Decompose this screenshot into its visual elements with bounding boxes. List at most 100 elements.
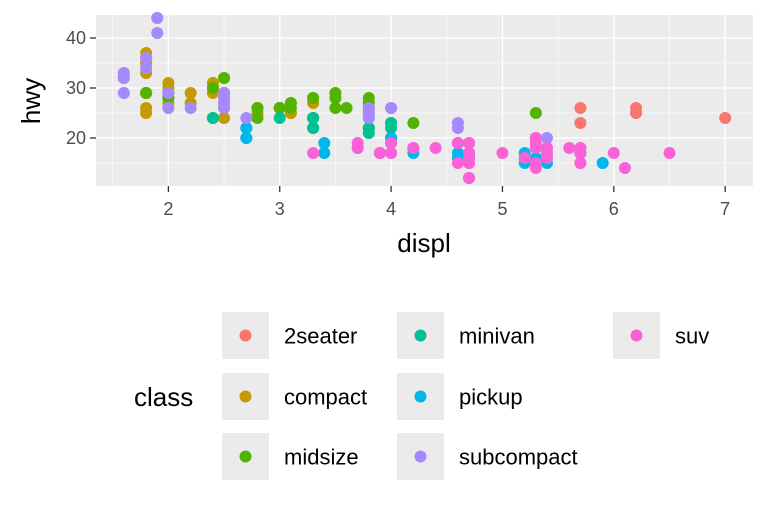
point-suv (463, 152, 476, 164)
point-suv (529, 162, 542, 174)
point-midsize (329, 92, 342, 104)
points-layer (117, 12, 732, 184)
point-2seater (719, 112, 732, 124)
point-compact (184, 87, 197, 99)
point-subcompact (162, 87, 175, 99)
legend-label: minivan (459, 324, 535, 349)
legend-swatch (239, 329, 252, 342)
point-subcompact (117, 72, 130, 84)
point-midsize (218, 72, 231, 84)
x-tick-label: 7 (720, 199, 730, 219)
point-midsize (307, 92, 320, 104)
point-compact (140, 107, 153, 119)
point-subcompact (162, 102, 175, 114)
x-axis: 2 3 4 5 6 7 (163, 186, 730, 219)
legend-item-minivan: minivan (397, 312, 535, 359)
point-midsize (251, 102, 264, 114)
point-suv (373, 147, 386, 159)
legend-item-2seater: 2seater (222, 312, 357, 359)
legend-label: midsize (284, 445, 359, 470)
point-suv (385, 137, 398, 149)
point-suv (463, 172, 476, 184)
point-suv (451, 137, 464, 149)
point-pickup (596, 157, 609, 169)
point-suv (618, 162, 631, 174)
point-pickup (451, 147, 464, 159)
legend-label: suv (675, 324, 709, 349)
legend-title: class (134, 382, 193, 412)
legend: class 2seater compact midsize minivan pickup… (134, 312, 709, 480)
point-subcompact (184, 102, 197, 114)
point-subcompact (218, 87, 231, 99)
point-midsize (329, 102, 342, 114)
point-minivan (307, 122, 320, 134)
legend-label: subcompact (459, 445, 578, 470)
point-midsize (251, 112, 264, 124)
point-suv (307, 147, 320, 159)
point-subcompact (140, 52, 153, 64)
legend-item-compact: compact (222, 373, 367, 420)
point-suv (407, 142, 420, 154)
point-midsize (206, 82, 219, 94)
x-tick-label: 4 (386, 199, 396, 219)
point-subcompact (140, 62, 153, 74)
point-subcompact (362, 107, 375, 119)
x-tick-label: 6 (609, 199, 619, 219)
point-suv (529, 142, 542, 154)
point-pickup (240, 122, 253, 134)
legend-swatch (414, 450, 427, 463)
point-subcompact (117, 87, 130, 99)
legend-item-midsize: midsize (222, 433, 359, 480)
point-minivan (385, 117, 398, 129)
point-suv (540, 152, 553, 164)
y-tick-label: 40 (66, 28, 86, 48)
x-tick-label: 5 (497, 199, 507, 219)
point-pickup (240, 132, 253, 144)
y-tick-label: 30 (66, 78, 86, 98)
x-axis-title: displ (397, 228, 450, 258)
point-suv (540, 142, 553, 154)
point-minivan (273, 112, 286, 124)
point-suv (429, 142, 442, 154)
legend-swatch (239, 390, 252, 403)
point-2seater (630, 107, 643, 119)
point-subcompact (451, 122, 464, 134)
legend-swatch (630, 329, 643, 342)
point-suv (563, 142, 576, 154)
point-suv (574, 157, 587, 169)
point-subcompact (540, 132, 553, 144)
point-compact (218, 112, 231, 124)
point-suv (451, 157, 464, 169)
y-tick-label: 20 (66, 128, 86, 148)
point-minivan (307, 112, 320, 124)
point-pickup (318, 137, 331, 149)
point-suv (574, 142, 587, 154)
point-subcompact (151, 12, 164, 24)
point-suv (496, 147, 509, 159)
point-suv (607, 147, 620, 159)
point-midsize (284, 97, 297, 109)
plot-panel (96, 15, 753, 186)
legend-item-pickup: pickup (397, 373, 523, 420)
point-subcompact (385, 102, 398, 114)
point-2seater (574, 117, 587, 129)
x-tick-label: 2 (163, 199, 173, 219)
legend-label: pickup (459, 385, 523, 410)
point-suv (385, 147, 398, 159)
legend-item-subcompact: subcompact (397, 433, 578, 480)
legend-item-suv: suv (613, 312, 709, 359)
point-suv (518, 152, 531, 164)
point-suv (351, 137, 364, 149)
y-axis: 20 30 40 (66, 28, 96, 148)
x-tick-label: 3 (275, 199, 285, 219)
point-2seater (574, 102, 587, 114)
point-subcompact (240, 112, 253, 124)
point-suv (663, 147, 676, 159)
legend-swatch (239, 450, 252, 463)
legend-keys: 2seater compact midsize minivan pickup subcom… (222, 312, 709, 480)
y-axis-title: hwy (16, 78, 46, 124)
point-minivan (362, 127, 375, 139)
legend-swatch (414, 390, 427, 403)
